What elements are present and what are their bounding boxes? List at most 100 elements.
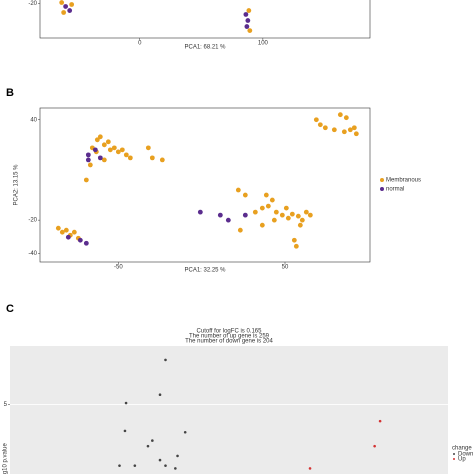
point <box>351 125 357 131</box>
legend-label: Up <box>458 457 466 463</box>
point <box>83 177 89 183</box>
point <box>61 10 67 15</box>
y-tick-label: 5 <box>4 402 8 408</box>
point <box>63 227 69 233</box>
point <box>303 209 309 215</box>
point <box>77 237 83 243</box>
point <box>97 134 103 140</box>
plot-panel <box>39 0 371 39</box>
point <box>145 145 151 151</box>
point <box>225 217 231 223</box>
point <box>55 225 61 231</box>
point <box>146 444 150 448</box>
point <box>237 227 243 233</box>
point <box>297 222 303 228</box>
point <box>164 464 167 467</box>
point <box>289 211 295 217</box>
point <box>343 115 349 121</box>
point <box>107 147 113 153</box>
point <box>265 203 271 209</box>
point <box>269 197 275 203</box>
legend-label: normal <box>386 187 404 193</box>
point <box>85 157 91 163</box>
point <box>111 145 117 151</box>
point <box>295 213 301 219</box>
point <box>151 439 154 442</box>
y-tick-label: 40 <box>30 117 37 123</box>
y-axis-label: PCA2: 13.15 % <box>14 164 20 206</box>
legend-swatch <box>380 178 384 182</box>
point <box>285 215 291 221</box>
point <box>133 464 137 467</box>
point <box>59 0 65 5</box>
point <box>217 212 223 218</box>
point <box>247 28 253 34</box>
legend-swatch <box>453 458 455 460</box>
legend-swatch <box>380 187 384 191</box>
point <box>337 112 343 118</box>
point <box>243 12 249 17</box>
point <box>127 155 133 161</box>
point <box>373 444 376 448</box>
point <box>246 8 252 13</box>
point <box>313 117 319 123</box>
point <box>124 401 128 405</box>
point <box>65 234 71 240</box>
point <box>283 205 289 211</box>
chart-title: The number of up gene is 259 <box>189 334 270 340</box>
point <box>85 152 91 158</box>
point <box>347 127 353 133</box>
point <box>259 205 265 211</box>
y-tick-label: -20 <box>28 218 37 224</box>
point <box>293 243 299 249</box>
point <box>235 187 241 193</box>
point <box>159 157 165 163</box>
point <box>123 152 129 158</box>
point <box>158 393 162 396</box>
chart-title: Cutoff for logFC is 0.165 <box>197 329 263 335</box>
x-tick-label: 50 <box>282 265 289 271</box>
point <box>308 467 312 470</box>
y-tick-label: -40 <box>28 251 37 257</box>
point <box>299 217 305 223</box>
point <box>307 212 313 218</box>
y-tick-label: -20 <box>28 1 37 7</box>
point <box>164 358 167 362</box>
point <box>174 467 177 470</box>
x-tick-label: 0 <box>138 41 142 47</box>
point <box>242 212 248 218</box>
point <box>158 458 162 462</box>
point <box>244 24 250 29</box>
point <box>71 229 77 235</box>
x-axis-label: PCA1: 68.21 % <box>184 45 226 51</box>
point <box>123 429 127 433</box>
legend-label: Down <box>458 452 473 458</box>
legend-label: Membranous <box>386 178 421 184</box>
legend-title: change <box>452 446 472 452</box>
panel-label: B <box>6 87 14 99</box>
point <box>252 209 258 215</box>
point <box>273 209 279 215</box>
point <box>115 149 121 155</box>
x-tick-label: -50 <box>114 265 123 271</box>
point <box>87 162 93 168</box>
point <box>101 157 107 163</box>
point <box>149 155 155 161</box>
point <box>378 419 382 423</box>
point <box>105 139 111 145</box>
point <box>67 8 73 13</box>
point <box>92 147 98 153</box>
point <box>245 18 251 23</box>
point <box>271 217 277 223</box>
point <box>197 209 203 215</box>
point <box>63 4 69 9</box>
point <box>322 125 328 131</box>
x-axis-label: PCA1: 32.25 % <box>184 268 226 274</box>
panel-label: C <box>6 303 14 315</box>
point <box>118 464 121 467</box>
point <box>259 222 265 228</box>
point <box>183 430 187 434</box>
point <box>353 131 359 137</box>
x-tick-label: 100 <box>258 41 269 47</box>
